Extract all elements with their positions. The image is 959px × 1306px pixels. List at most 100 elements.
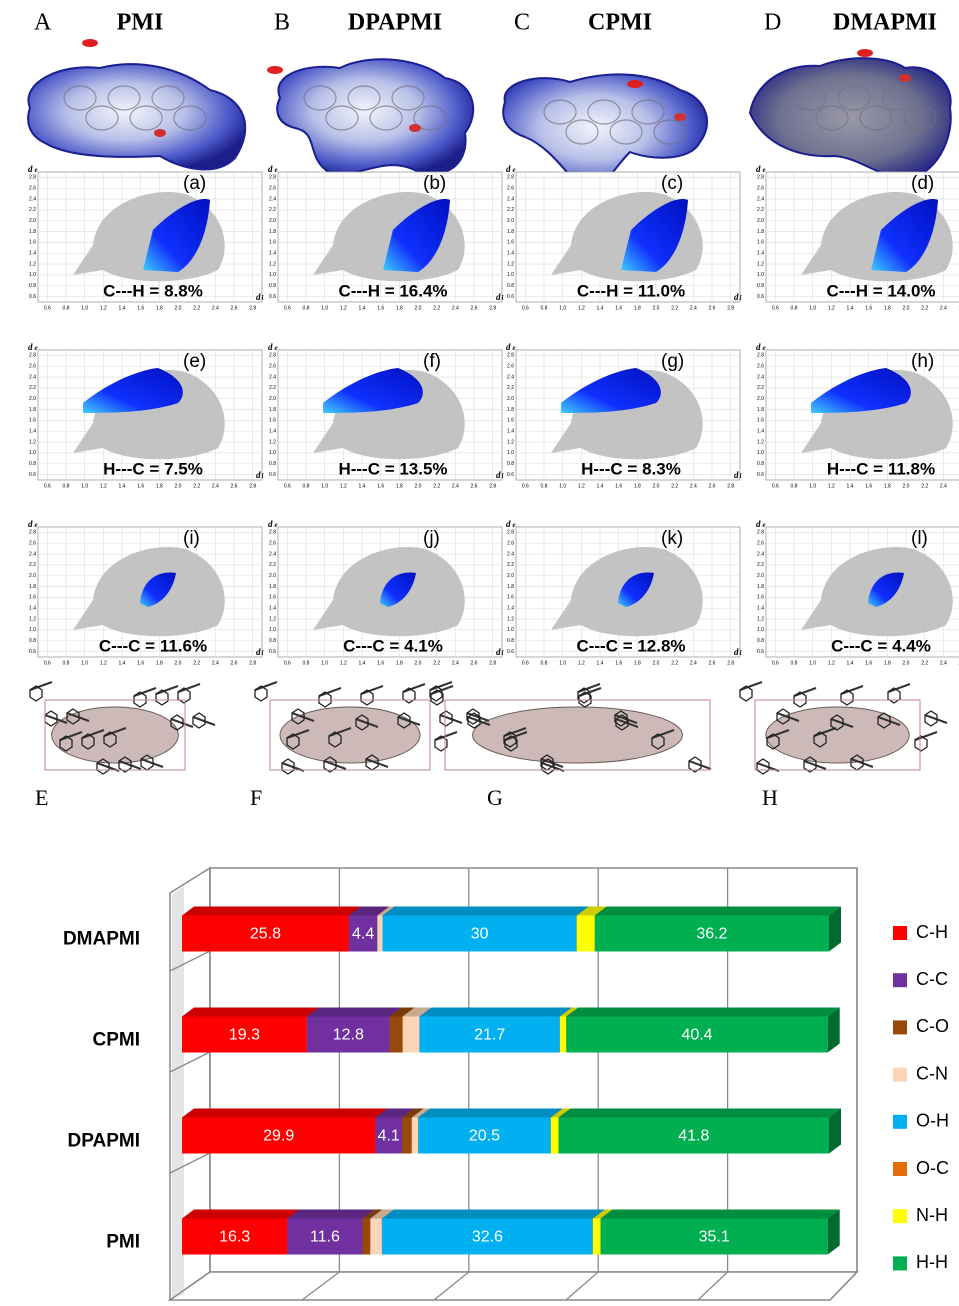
fp-y-tick: 0.6 [507,649,514,655]
data-label: 40.4 [681,1027,712,1044]
fp-y-tick: 1.2 [29,261,36,267]
fp-y-tick: 2.6 [757,541,764,547]
fp-y-tick: 0.6 [269,472,276,478]
fp-y-tick: 1.4 [507,251,514,257]
fp-y-tick: 1.8 [757,229,764,235]
fp-x-label-sub: i [262,294,264,302]
fp-y-tick: 2.0 [29,218,36,224]
fp-x-tick: 2.4 [940,305,947,311]
panel-letter: D [764,10,781,36]
fp-x-tick: 2.4 [212,660,219,666]
bar-front [412,1118,418,1154]
packing-diagram [30,682,215,774]
fp-y-tick: 2.6 [507,186,514,192]
bar-top [182,1109,387,1118]
surface-shape [750,58,951,178]
data-label: 25.8 [250,926,281,943]
fp-y-tick: 2.2 [29,562,36,568]
fp-y-label-sub: e [763,166,766,174]
hirshfeld-surface [750,49,951,178]
figure: APMIBDPAPMICCPMIDDMAPMI0.60.60.80.81.01.… [0,0,959,1306]
compound-name: PMI [117,10,164,36]
fp-y-tick: 1.4 [757,429,764,435]
fp-x-tick: 2.4 [452,660,459,666]
fp-y-tick: 2.0 [29,573,36,579]
fp-y-label-base: d [268,342,273,352]
fp-y-tick: 0.8 [757,283,764,289]
fp-x-tick: 1.8 [634,483,641,489]
fp-x-tick: 0.8 [63,483,70,489]
fp-y-tick: 2.2 [29,385,36,391]
fp-x-tick: 1.4 [359,483,366,489]
red-spot [154,129,166,137]
y-tick-label: DMAPMI [63,929,140,950]
fp-y-label-sub: e [513,344,516,352]
bar-front [377,916,382,952]
fp-x-label-sub: i [262,472,264,480]
legend-swatch [893,926,907,940]
fp-y-tick: 2.4 [269,551,276,557]
fp-percentage: C---C = 4.4% [831,636,931,655]
fp-y-tick: 1.2 [269,261,276,267]
fp-x-label-base: d [734,292,739,302]
fp-y-tick: 2.4 [29,196,36,202]
fp-y-tick: 2.8 [507,353,514,359]
fp-y-label-base: d [28,342,33,352]
fp-x-tick: 1.0 [321,305,328,311]
fp-y-tick: 2.2 [507,207,514,213]
fp-y-tick: 0.8 [269,638,276,644]
fp-x-label-sub: i [502,472,504,480]
fp-x-label-sub: i [740,649,742,657]
fp-x-tick: 1.2 [578,483,585,489]
hirshfeld-surface [28,39,245,169]
fp-x-tick: 2.8 [489,483,496,489]
data-label: 29.9 [263,1128,294,1145]
fp-x-tick: 2.4 [690,660,697,666]
bar-front [551,1118,559,1154]
fp-y-tick: 2.4 [507,551,514,557]
fp-x-label-base: d [496,292,501,302]
fp-y-tick: 2.2 [507,385,514,391]
fp-y-tick: 2.6 [29,186,36,192]
fp-x-tick: 0.8 [791,660,798,666]
fp-y-label: de [28,342,38,352]
data-label: 4.1 [378,1128,400,1145]
fp-y-tick: 1.8 [507,407,514,413]
fp-x-label: di [734,647,742,657]
fp-x-label-sub: i [502,294,504,302]
fp-y-tick: 1.0 [757,272,764,278]
bar-top [418,1109,563,1118]
fp-x-tick: 1.8 [156,305,163,311]
fp-y-label: de [28,519,38,529]
fp-y-tick: 1.8 [29,407,36,413]
fp-y-tick: 0.8 [757,638,764,644]
fp-x-tick: 1.6 [865,305,872,311]
packing-letter: H [762,785,778,810]
molecule-bond [689,761,711,769]
fp-x-tick: 2.0 [415,305,422,311]
fp-percentage: C---H = 11.0% [577,281,685,300]
fp-x-tick: 1.6 [865,660,872,666]
fp-y-tick: 1.2 [29,616,36,622]
panel-letter: C [514,10,530,36]
fp-x-tick: 2.8 [727,483,734,489]
floor [170,1272,857,1300]
fp-x-tick: 1.4 [359,305,366,311]
fp-y-tick: 1.2 [757,439,764,445]
fp-tag: (j) [423,528,440,549]
fp-y-tick: 1.0 [29,627,36,633]
panel-letter: B [274,10,290,36]
fp-percentage: C---C = 11.6% [99,636,207,655]
fp-y-label-sub: e [275,344,278,352]
fp-percentage: H---C = 7.5% [103,459,203,478]
fp-x-tick: 1.4 [119,305,126,311]
fp-x-tick: 1.8 [156,483,163,489]
fp-x-label-base: d [734,470,739,480]
fp-tag: (b) [423,173,446,194]
fp-x-tick: 2.0 [415,660,422,666]
red-spot [409,124,421,132]
fp-x-tick: 0.6 [44,305,51,311]
fp-x-label-base: d [496,470,501,480]
fp-x-tick: 1.8 [634,660,641,666]
